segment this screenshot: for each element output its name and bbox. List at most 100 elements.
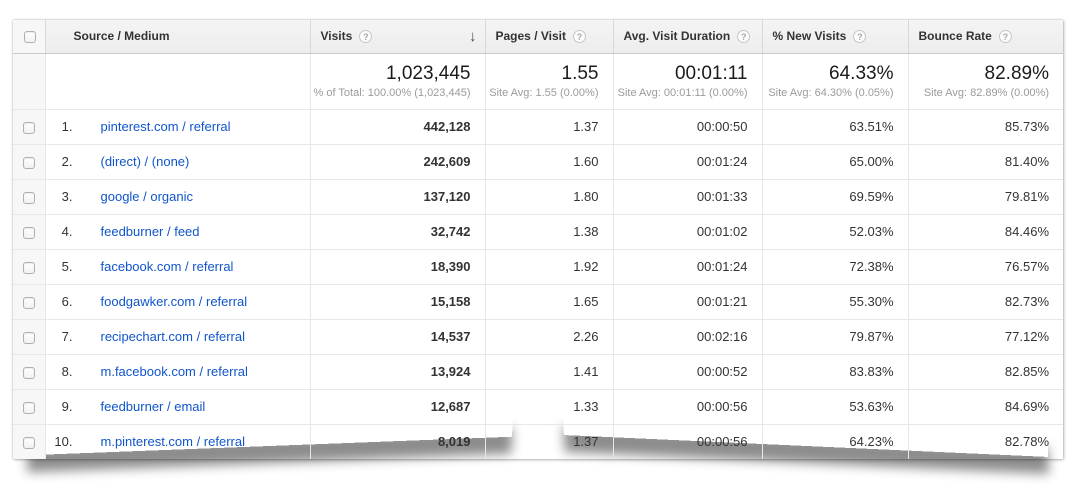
pct-new-visits-cell: 79.87% (761, 318, 908, 354)
avg-visit-duration-cell: 00:01:24 (612, 248, 762, 284)
avg-visit-duration-cell: 00:01:21 (612, 283, 762, 319)
column-header-visits[interactable]: Visits ? ↓ (309, 20, 485, 54)
column-header-pct-new-visits[interactable]: % New Visits ? (761, 20, 908, 54)
column-label: Pages / Visit (495, 29, 566, 44)
row-checkbox[interactable] (22, 156, 35, 169)
source-medium-link[interactable]: facebook.com / referral (100, 259, 234, 274)
row-checkbox[interactable] (22, 331, 35, 344)
pct-new-visits-cell: 72.38% (761, 248, 908, 284)
row-checkbox[interactable] (22, 401, 35, 414)
source-medium-cell: 10. m.pinterest.com / referral (44, 423, 310, 459)
column-header-source-medium[interactable]: Source / Medium (44, 20, 310, 54)
help-icon[interactable]: ? (853, 29, 867, 43)
row-select-cell (13, 143, 45, 179)
summary-avg-visit-duration-subtext: Site Avg: 00:01:11 (0.00%) (617, 86, 748, 99)
source-medium-cell: 5. facebook.com / referral (44, 248, 310, 284)
pct-new-visits-cell: 63.51% (761, 108, 908, 144)
source-medium-link[interactable]: recipechart.com / referral (100, 329, 246, 344)
row-select-cell (13, 283, 45, 319)
summary-bounce-rate-cell: 82.89% Site Avg: 82.89% (0.00%) (907, 53, 1063, 109)
pages-per-visit-cell: 1.37 (484, 108, 613, 144)
column-header-avg-visit-duration[interactable]: Avg. Visit Duration ? (612, 20, 762, 54)
avg-visit-duration-cell: 00:01:24 (612, 143, 762, 179)
summary-avg-visit-duration-value: 00:01:11 (674, 63, 748, 85)
visits-cell: 18,390 (309, 248, 485, 284)
summary-pct-new-visits-subtext: Site Avg: 64.30% (0.05%) (768, 86, 894, 99)
source-medium-link[interactable]: m.pinterest.com / referral (100, 434, 246, 450)
bounce-rate-cell: 82.73% (907, 283, 1063, 319)
help-icon[interactable]: ? (359, 29, 373, 43)
bounce-rate-cell: 76.57% (907, 248, 1063, 284)
table-row: 9. feedburner / email 12,687 1.33 00:00:5… (13, 388, 1063, 424)
row-rank: 6. (61, 294, 73, 309)
summary-bounce-rate-subtext: Site Avg: 82.89% (0.00%) (923, 86, 1049, 99)
help-icon[interactable]: ? (572, 29, 586, 43)
pages-per-visit-cell: 1.33 (484, 388, 613, 424)
row-select-cell (13, 213, 45, 249)
row-select-cell (13, 423, 45, 459)
select-all-checkbox[interactable] (23, 31, 36, 44)
pct-new-visits-cell: 83.83% (761, 353, 908, 389)
bounce-rate-cell: 82.85% (907, 353, 1063, 389)
summary-visits-value: 1,023,445 (385, 63, 471, 85)
row-select-cell (13, 178, 45, 214)
page: Source / Medium Visits ? ↓ Pages / Visit (0, 20, 1075, 499)
table-row: 8. m.facebook.com / referral 13,924 1.41 … (13, 353, 1063, 389)
source-medium-link[interactable]: (direct) / (none) (100, 154, 190, 169)
column-label: Bounce Rate (918, 29, 992, 44)
source-medium-link[interactable]: m.facebook.com / referral (100, 364, 248, 379)
table-row: 6. foodgawker.com / referral 15,158 1.65 … (13, 283, 1063, 319)
column-header-pages-per-visit[interactable]: Pages / Visit ? (484, 20, 613, 54)
column-header-bounce-rate[interactable]: Bounce Rate ? (907, 20, 1063, 54)
row-checkbox[interactable] (22, 191, 35, 204)
source-medium-cell: 3. google / organic (44, 178, 310, 214)
source-medium-cell: 9. feedburner / email (44, 388, 310, 424)
column-label: Visits (320, 29, 353, 44)
row-rank: 10. (54, 434, 73, 450)
source-medium-cell: 4. feedburner / feed (44, 213, 310, 249)
source-medium-link[interactable]: pinterest.com / referral (100, 119, 231, 134)
bounce-rate-cell: 79.81% (907, 178, 1063, 214)
column-label: Avg. Visit Duration (623, 29, 731, 44)
help-icon[interactable]: ? (998, 29, 1012, 43)
row-select-cell (13, 353, 45, 389)
table-row: 5. facebook.com / referral 18,390 1.92 00… (13, 248, 1063, 284)
table-header-row: Source / Medium Visits ? ↓ Pages / Visit (13, 20, 1063, 54)
avg-visit-duration-cell: 00:00:52 (612, 353, 762, 389)
pages-per-visit-cell: 1.41 (484, 353, 613, 389)
table-row: 1. pinterest.com / referral 442,128 1.37 … (13, 108, 1063, 144)
bounce-rate-cell: 81.40% (907, 143, 1063, 179)
pct-new-visits-cell: 69.59% (761, 178, 908, 214)
row-checkbox[interactable] (22, 436, 35, 449)
source-medium-cell: 6. foodgawker.com / referral (44, 283, 310, 319)
row-checkbox[interactable] (22, 261, 35, 274)
row-checkbox[interactable] (22, 296, 35, 309)
summary-bounce-rate-value: 82.89% (984, 63, 1049, 85)
row-checkbox[interactable] (22, 366, 35, 379)
pages-per-visit-cell: 1.65 (484, 283, 613, 319)
source-medium-link[interactable]: feedburner / feed (100, 224, 200, 239)
pages-per-visit-cell: 1.38 (484, 213, 613, 249)
row-select-cell (13, 318, 45, 354)
visits-cell: 12,687 (309, 388, 485, 424)
row-rank: 5. (61, 259, 73, 274)
row-rank: 8. (61, 364, 73, 379)
row-rank: 2. (61, 154, 73, 169)
source-medium-cell: 8. m.facebook.com / referral (44, 353, 310, 389)
pages-per-visit-cell: 1.92 (484, 248, 613, 284)
source-medium-cell: 7. recipechart.com / referral (44, 318, 310, 354)
row-rank: 9. (61, 399, 73, 414)
row-checkbox[interactable] (22, 226, 35, 239)
table-row: 4. feedburner / feed 32,742 1.38 00:01:02… (13, 213, 1063, 249)
help-icon[interactable]: ? (737, 29, 751, 43)
source-medium-link[interactable]: feedburner / email (100, 399, 206, 414)
row-checkbox[interactable] (22, 121, 35, 134)
pct-new-visits-cell: 65.00% (761, 143, 908, 179)
bounce-rate-cell: 84.69% (907, 388, 1063, 424)
source-medium-table: Source / Medium Visits ? ↓ Pages / Visit (13, 20, 1063, 459)
pages-per-visit-cell: 1.80 (484, 178, 613, 214)
table-row: 7. recipechart.com / referral 14,537 2.26… (13, 318, 1063, 354)
visits-cell: 15,158 (309, 283, 485, 319)
source-medium-link[interactable]: foodgawker.com / referral (100, 294, 248, 309)
source-medium-link[interactable]: google / organic (100, 189, 194, 204)
